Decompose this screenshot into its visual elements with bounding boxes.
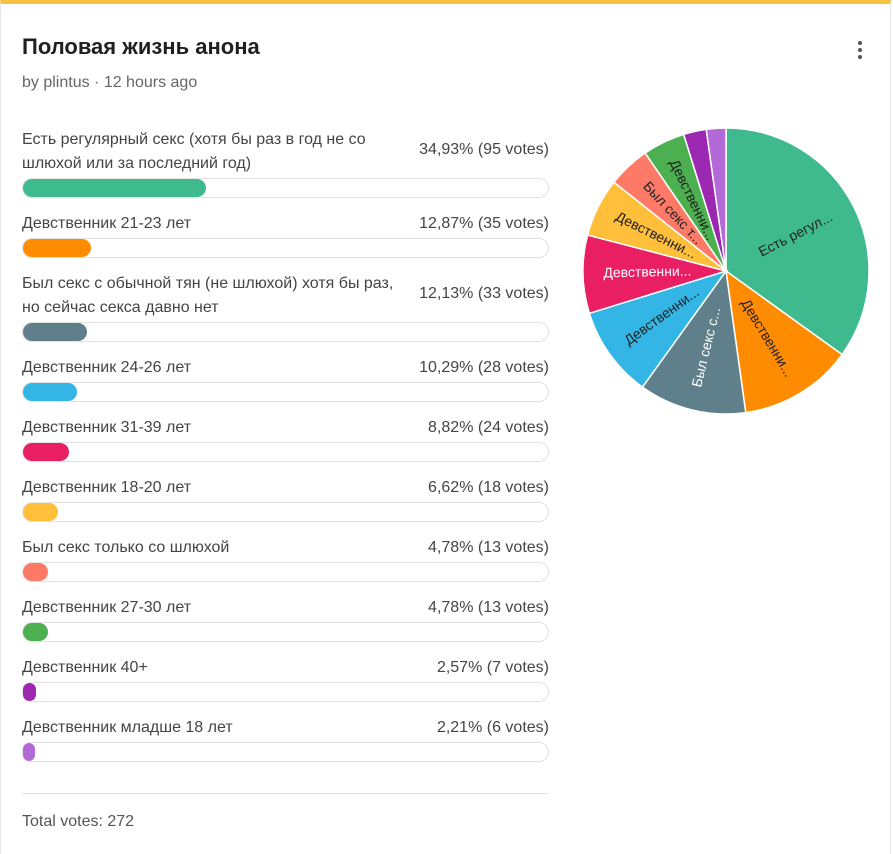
option-percentage: 6,62% (18 votes) bbox=[428, 479, 549, 496]
option-label: Девственник 27-30 лет bbox=[22, 599, 192, 616]
option-progress-bar bbox=[22, 562, 549, 582]
option-progress-fill bbox=[23, 239, 91, 257]
option-progress-bar bbox=[22, 442, 549, 462]
option-progress-fill bbox=[23, 323, 87, 341]
option-percentage: 4,78% (13 votes) bbox=[428, 599, 549, 616]
pie-slice[interactable] bbox=[588, 269, 728, 389]
pie-slice[interactable] bbox=[725, 269, 844, 414]
option-progress-bar bbox=[22, 238, 549, 258]
option-label: Девственник 31-39 лет bbox=[22, 419, 192, 436]
option-progress-fill bbox=[23, 383, 77, 401]
option-percentage: 2,57% (7 votes) bbox=[436, 659, 549, 676]
option-progress-bar bbox=[22, 382, 549, 402]
option-percentage: 12,87% (35 votes) bbox=[419, 215, 549, 232]
option-label: Девственник 40+ bbox=[22, 659, 148, 676]
option-progress-fill bbox=[23, 443, 69, 461]
option-progress-bar bbox=[22, 682, 549, 702]
option-percentage: 8,82% (24 votes) bbox=[428, 419, 549, 436]
option-label: Девственник младше 18 лет bbox=[22, 719, 233, 736]
option-progress-fill bbox=[23, 743, 35, 761]
more-vertical-icon[interactable] bbox=[849, 38, 871, 62]
option-label: Был секс только со шлюхой bbox=[22, 539, 230, 556]
poll-meta: by plintus · 12 hours ago bbox=[22, 74, 198, 91]
pie-slice[interactable] bbox=[705, 127, 727, 272]
option-progress-fill bbox=[23, 623, 48, 641]
option-label: Девственник 24-26 лет bbox=[22, 359, 192, 376]
option-percentage: 4,78% (13 votes) bbox=[428, 539, 549, 556]
option-percentage: 12,13% (33 votes) bbox=[419, 285, 549, 302]
pie-slice[interactable] bbox=[641, 269, 747, 415]
option-percentage: 2,21% (6 votes) bbox=[436, 719, 549, 736]
option-progress-bar bbox=[22, 502, 549, 522]
option-percentage: 10,29% (28 votes) bbox=[419, 359, 549, 376]
pie-slice[interactable] bbox=[725, 127, 870, 356]
option-progress-bar bbox=[22, 178, 549, 198]
pie-chart: Есть регул...Девственни...Был секс с...Д… bbox=[582, 127, 870, 415]
option-progress-fill bbox=[23, 563, 48, 581]
option-label: Девственник 18-20 лет bbox=[22, 479, 192, 496]
option-label: Был секс с обычной тян (не шлюхой) хотя … bbox=[22, 275, 394, 316]
pie-slice-label: Девственни... bbox=[603, 263, 691, 281]
option-percentage: 34,93% (95 votes) bbox=[419, 141, 549, 158]
option-progress-fill bbox=[23, 683, 36, 701]
option-progress-bar bbox=[22, 742, 549, 762]
option-progress-fill bbox=[23, 179, 206, 197]
option-label: Есть регулярный секс (хотя бы раз в год … bbox=[22, 131, 366, 172]
poll-title: Половая жизнь анона bbox=[22, 34, 260, 59]
divider bbox=[22, 793, 549, 794]
total-votes: Total votes: 272 bbox=[22, 813, 135, 830]
option-label: Девственник 21-23 лет bbox=[22, 215, 192, 232]
option-progress-bar bbox=[22, 322, 549, 342]
option-progress-fill bbox=[23, 503, 58, 521]
option-progress-bar bbox=[22, 622, 549, 642]
